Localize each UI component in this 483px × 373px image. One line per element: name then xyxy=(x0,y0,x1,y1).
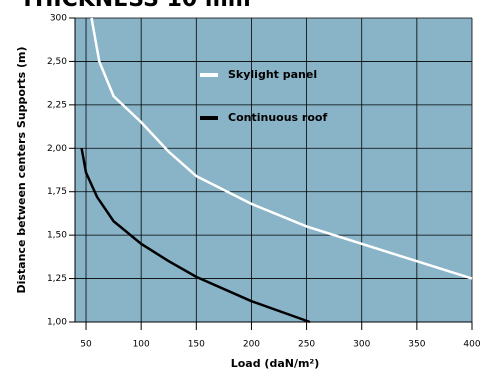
y-tick-label: 1,50 xyxy=(47,231,67,241)
y-tick-label: 2,50 xyxy=(47,57,67,67)
y-tick-label: 1,00 xyxy=(47,318,67,328)
x-axis-title: Load (daN/m²) xyxy=(231,357,320,370)
x-tick-label: 350 xyxy=(408,340,425,350)
x-tick-label: 50 xyxy=(80,340,92,350)
x-tick-label: 150 xyxy=(188,340,205,350)
legend-label: Continuous roof xyxy=(228,111,327,124)
chart-title: THICKNESS 10 mm xyxy=(20,0,251,12)
y-tick-label: 2,25 xyxy=(47,100,67,110)
y-tick-label: 300 xyxy=(50,14,67,24)
x-tick-label: 250 xyxy=(298,340,315,350)
x-tick-label: 200 xyxy=(243,340,260,350)
legend-label: Skylight panel xyxy=(228,68,317,81)
y-axis-title: Distance between centers Supports (m) xyxy=(15,46,28,293)
plot-background xyxy=(75,18,472,322)
series-line xyxy=(90,17,473,280)
x-tick-label: 400 xyxy=(463,340,480,350)
series-line xyxy=(80,148,311,324)
y-tick-label: 2,00 xyxy=(47,144,67,154)
x-tick-label: 100 xyxy=(133,340,150,350)
y-tick-label: 1,25 xyxy=(47,274,67,284)
y-tick-label: 1,75 xyxy=(47,187,67,197)
x-tick-label: 300 xyxy=(353,340,370,350)
